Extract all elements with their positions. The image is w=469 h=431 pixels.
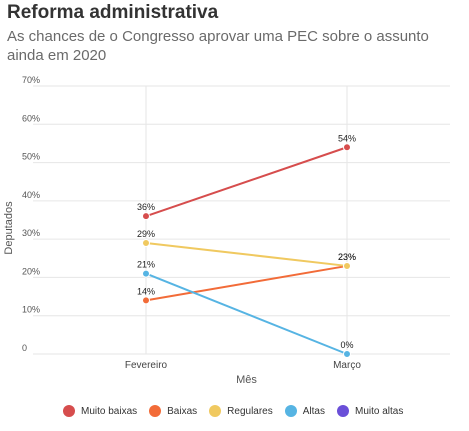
data-point: [142, 212, 150, 221]
line-chart: 0 10% 20% 30% 40% 50% 60% 70% Fevereiro Março Mês D…: [3, 75, 450, 386]
data-label: 23%: [338, 252, 356, 262]
chart-title: Reforma administrativa: [7, 2, 219, 23]
legend-label: Regulares: [227, 405, 273, 417]
legend-swatch: [336, 405, 349, 417]
data-point: [142, 296, 150, 305]
y-tick-label: 40%: [22, 190, 40, 200]
legend-swatch: [209, 405, 222, 417]
legend-label: Baixas: [167, 405, 198, 417]
legend-item[interactable]: Muito baixas: [63, 405, 137, 417]
data-point: [142, 238, 150, 247]
legend-label: Muito altas: [354, 405, 404, 417]
legend-label: Altas: [302, 405, 325, 417]
series-line: [145, 264, 348, 302]
y-tick-label: 10%: [22, 305, 40, 315]
y-tick-label: 70%: [22, 75, 40, 85]
legend-item[interactable]: Baixas: [149, 405, 197, 417]
y-axis-title: Deputados: [3, 201, 15, 255]
data-label: 23%: [338, 252, 356, 262]
series-line: [145, 241, 348, 267]
data-point: [343, 261, 351, 270]
legend-swatch: [149, 405, 162, 417]
series-line: [145, 146, 348, 218]
data-label: 29%: [137, 229, 155, 239]
data-label: 36%: [137, 202, 155, 212]
y-tick-label: 60%: [22, 113, 40, 123]
data-point: [142, 269, 150, 278]
legend-swatch: [284, 405, 297, 417]
data-label: 14%: [137, 286, 155, 296]
y-tick-label: 0: [22, 343, 27, 353]
y-tick-label: 30%: [22, 228, 40, 238]
legend-swatch: [63, 405, 75, 417]
legend-item[interactable]: Muito altas: [336, 405, 404, 417]
legend-item[interactable]: Regulares: [209, 405, 273, 417]
chart-legend: Muito baixas Baixas Regulares Altas Muito al…: [63, 405, 415, 417]
data-label: 21%: [137, 260, 155, 270]
data-point: [343, 350, 351, 358]
legend-label: Muito baixas: [81, 405, 138, 417]
series-line: [145, 272, 348, 355]
x-axis-title: Mês: [236, 374, 257, 386]
data-point: [343, 143, 351, 152]
data-label: 54%: [338, 133, 356, 143]
legend-item[interactable]: Altas: [284, 405, 325, 417]
chart-subtitle: As chances de o Congresso aprovar uma PE…: [7, 28, 429, 64]
y-tick-label: 20%: [22, 266, 40, 276]
x-tick-label: Março: [333, 360, 361, 371]
x-tick-label: Fevereiro: [125, 360, 168, 371]
y-tick-label: 50%: [22, 152, 40, 162]
data-label: 0%: [340, 340, 353, 350]
